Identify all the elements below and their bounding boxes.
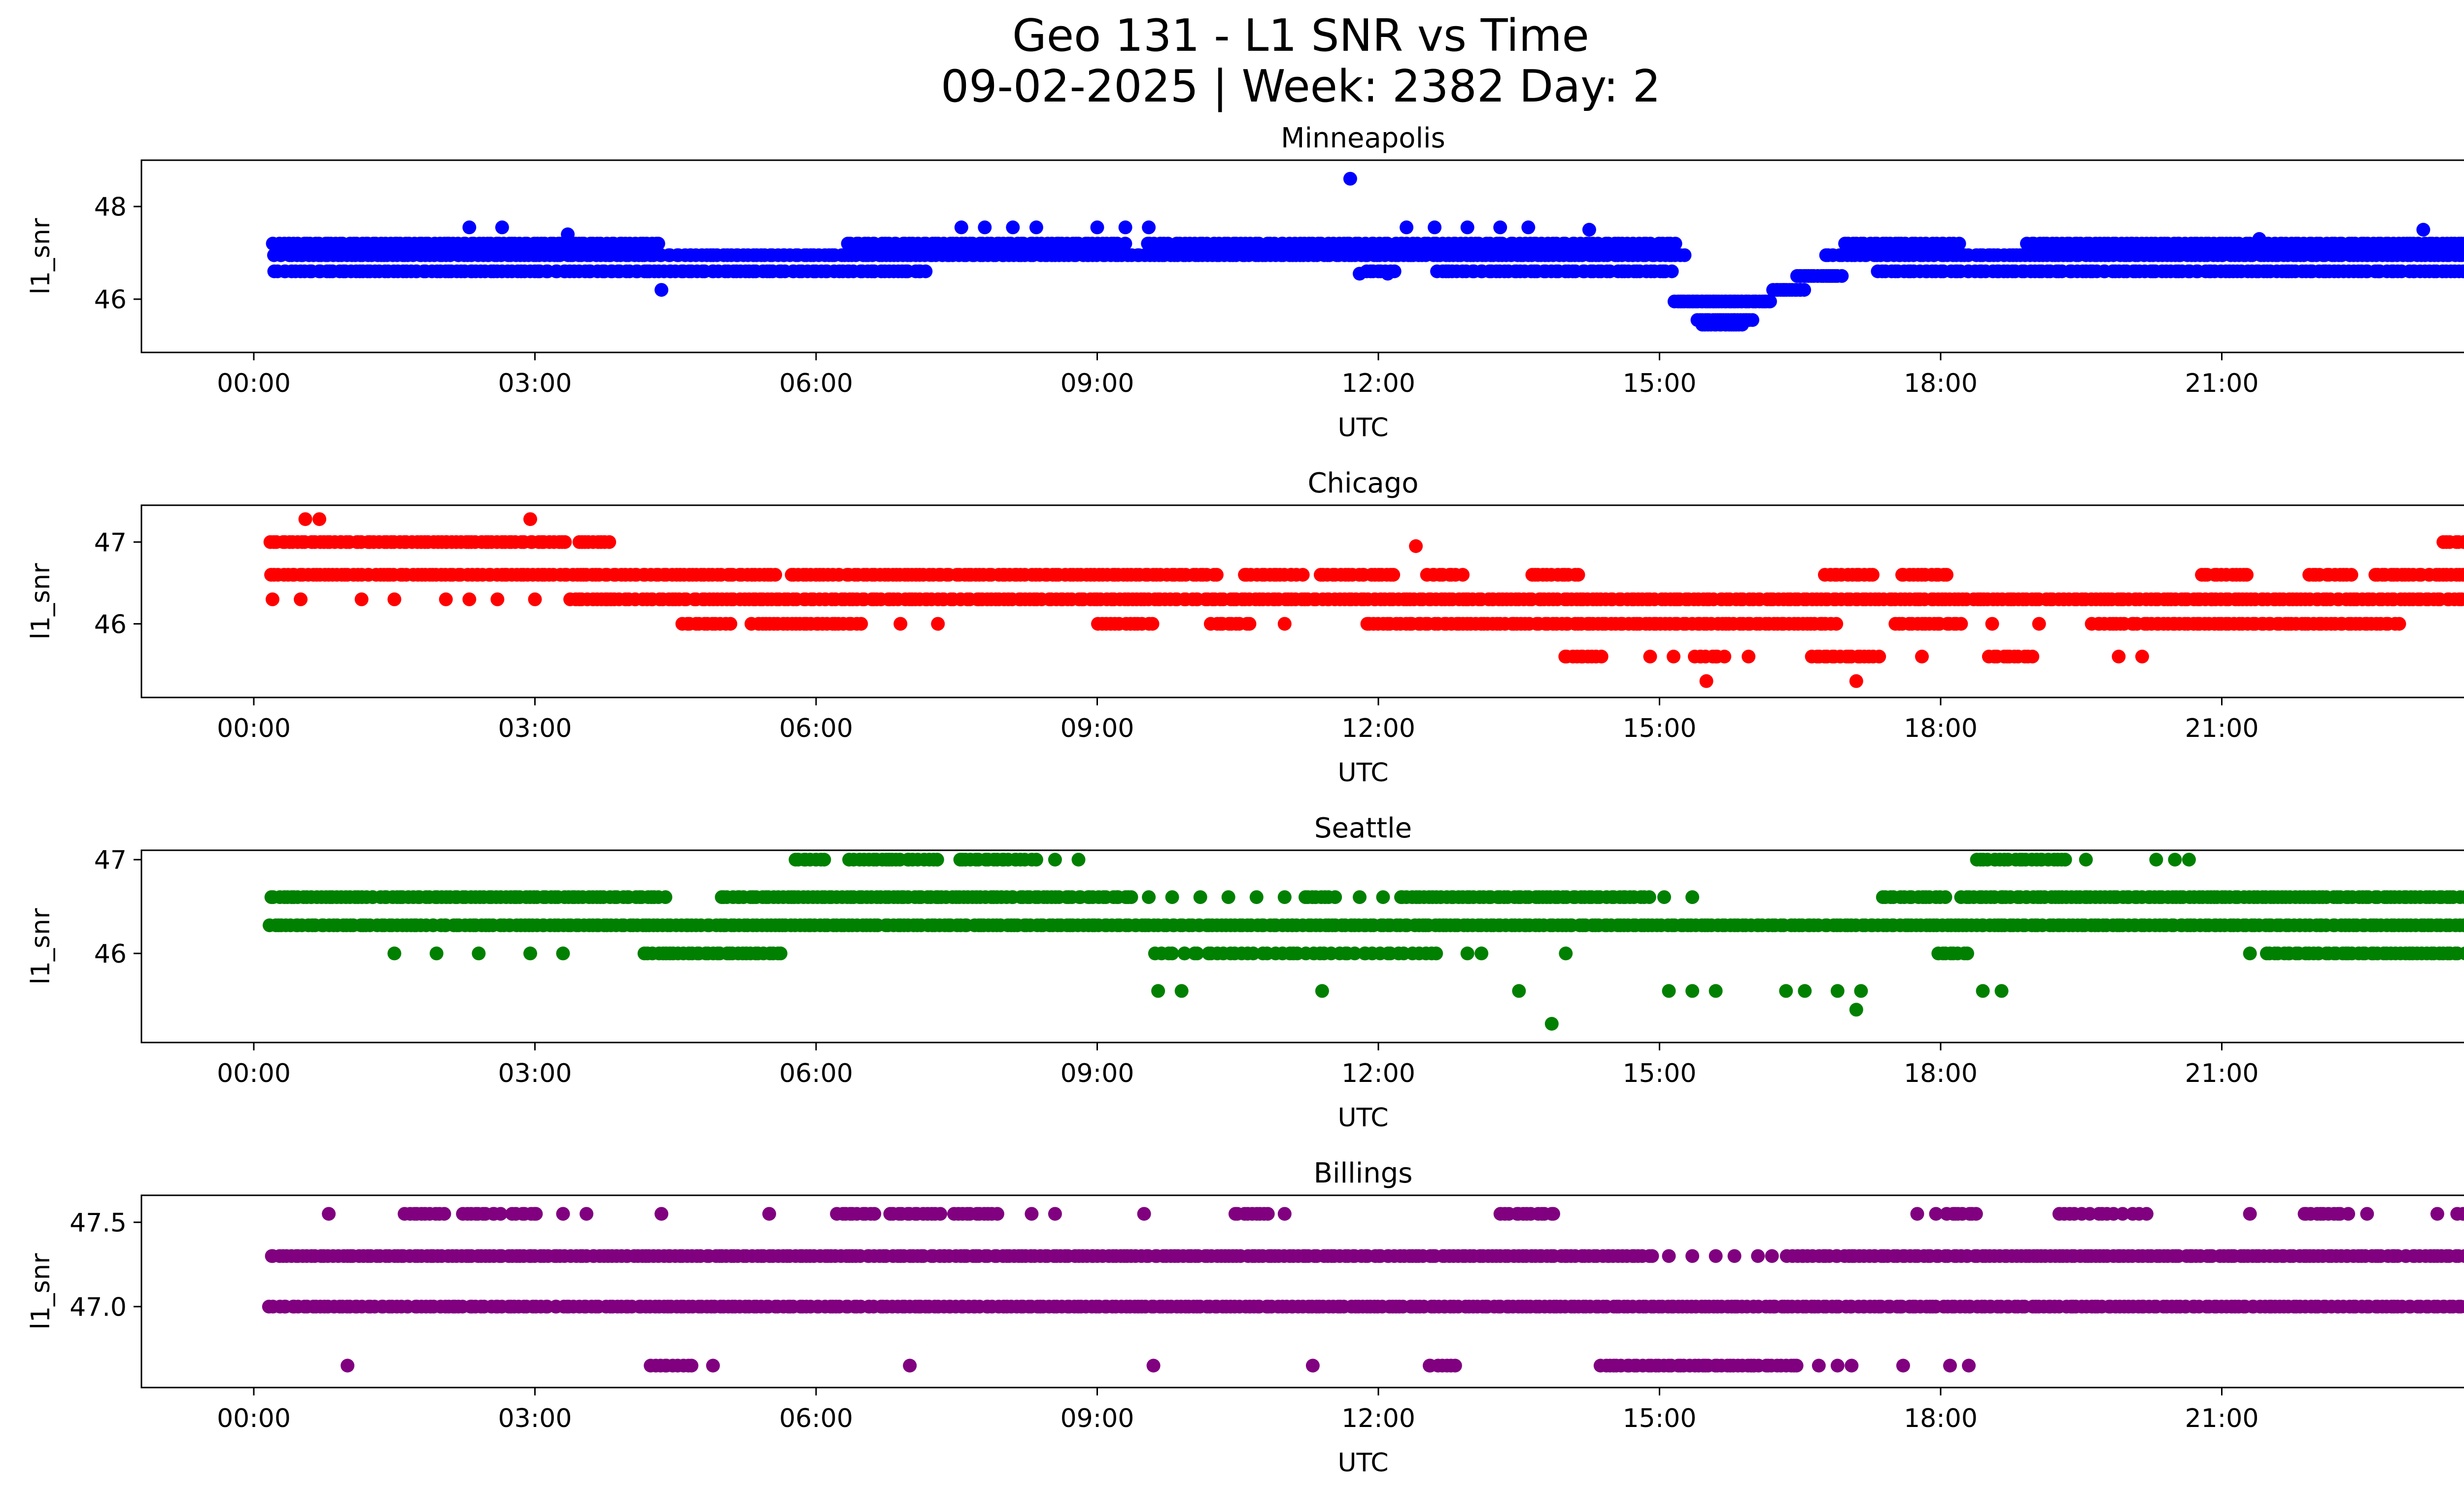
x-axis-label: UTC — [1337, 1448, 1388, 1478]
x-axis-label: UTC — [1337, 1103, 1388, 1133]
subplot-minneapolis: Minneapolis 46 48 l1_snr 00:00 03:00 06:00 09:0… — [26, 122, 2464, 443]
x-tick-label: 18:00 — [1904, 1404, 1978, 1433]
x-tick-label: 12:00 — [1341, 1059, 1415, 1088]
subplot-title: Minneapolis — [1281, 122, 1445, 154]
x-tick-label: 21:00 — [2185, 714, 2259, 743]
subplot-seattle: Seattle 46 47 l1_snr 00:00 03:00 06:00 09:00 12:… — [26, 812, 2464, 1133]
x-tick-label: 12:00 — [1341, 714, 1415, 743]
axes-frame — [140, 849, 2464, 1043]
x-tick-label: 15:00 — [1623, 369, 1697, 398]
x-tick-label: 18:00 — [1904, 1059, 1978, 1088]
x-tick-label: 00:00 — [217, 369, 291, 398]
subplot-title: Chicago — [1307, 467, 1418, 499]
figure-subtitle: 09-02-2025 | Week: 2382 Day: 2 — [940, 60, 1661, 112]
subplot-title: Billings — [1314, 1157, 1413, 1189]
x-tick-label: 21:00 — [2185, 1059, 2259, 1088]
x-tick-label: 00:00 — [217, 1059, 291, 1088]
y-axis-label: l1_snr — [26, 1253, 56, 1330]
x-axis-label: UTC — [1337, 758, 1388, 788]
y-axis-label: l1_snr — [26, 908, 56, 985]
x-tick-label: 18:00 — [1904, 714, 1978, 743]
y-tick-label: 47 — [94, 528, 127, 558]
x-tick-label: 06:00 — [779, 714, 853, 743]
x-axis-label: UTC — [1337, 413, 1388, 443]
y-axis-label: l1_snr — [26, 563, 56, 640]
x-tick-label: 21:00 — [2185, 1404, 2259, 1433]
axes-frame — [140, 159, 2464, 353]
x-tick-label: 06:00 — [779, 1404, 853, 1433]
x-tick-label: 03:00 — [498, 714, 572, 743]
axes-frame — [140, 504, 2464, 698]
y-axis-label: l1_snr — [26, 218, 56, 295]
subplot-billings: Billings 47.0 47.5 l1_snr 00:00 03:00 06:00 09:… — [26, 1157, 2464, 1478]
y-tick-label: 47 — [94, 846, 127, 875]
axes-frame — [140, 1194, 2464, 1389]
x-tick-label: 03:00 — [498, 369, 572, 398]
x-tick-label: 15:00 — [1623, 1404, 1697, 1433]
x-tick-label: 12:00 — [1341, 369, 1415, 398]
scatter-points-minneapolis — [266, 172, 2464, 332]
x-tick-label: 06:00 — [779, 369, 853, 398]
y-tick-label: 47.0 — [69, 1293, 127, 1322]
x-tick-label: 21:00 — [2185, 369, 2259, 398]
x-tick-label: 09:00 — [1061, 714, 1134, 743]
x-tick-label: 09:00 — [1061, 1404, 1134, 1433]
figure-header: Geo 131 - L1 SNR vs Time 09-02-2025 | We… — [0, 0, 2464, 112]
x-tick-label: 00:00 — [217, 714, 291, 743]
scatter-points-seattle — [263, 853, 2464, 1031]
x-tick-label: 09:00 — [1061, 369, 1134, 398]
figure-title: Geo 131 - L1 SNR vs Time — [1012, 10, 1589, 62]
scatter-points-billings — [262, 1207, 2464, 1373]
scatter-points-chicago — [263, 512, 2464, 688]
y-tick-label: 48 — [94, 193, 127, 222]
subplots-container: Minneapolis 46 48 l1_snr 00:00 03:00 06:00 09:0… — [0, 116, 2464, 1495]
x-tick-label: 15:00 — [1623, 714, 1697, 743]
x-tick-label: 03:00 — [498, 1404, 572, 1433]
x-tick-label: 00:00 — [217, 1404, 291, 1433]
x-tick-label: 06:00 — [779, 1059, 853, 1088]
subplot-chicago: Chicago 46 47 l1_snr 00:00 03:00 06:00 09:00 12:… — [26, 467, 2464, 788]
x-tick-label: 09:00 — [1061, 1059, 1134, 1088]
y-tick-label: 46 — [94, 285, 127, 315]
x-tick-label: 18:00 — [1904, 369, 1978, 398]
x-tick-label: 15:00 — [1623, 1059, 1697, 1088]
x-tick-label: 03:00 — [498, 1059, 572, 1088]
x-tick-label: 12:00 — [1341, 1404, 1415, 1433]
y-tick-label: 46 — [94, 939, 127, 969]
subplot-title: Seattle — [1314, 812, 1412, 844]
y-tick-label: 46 — [94, 610, 127, 640]
y-tick-label: 47.5 — [69, 1209, 127, 1238]
